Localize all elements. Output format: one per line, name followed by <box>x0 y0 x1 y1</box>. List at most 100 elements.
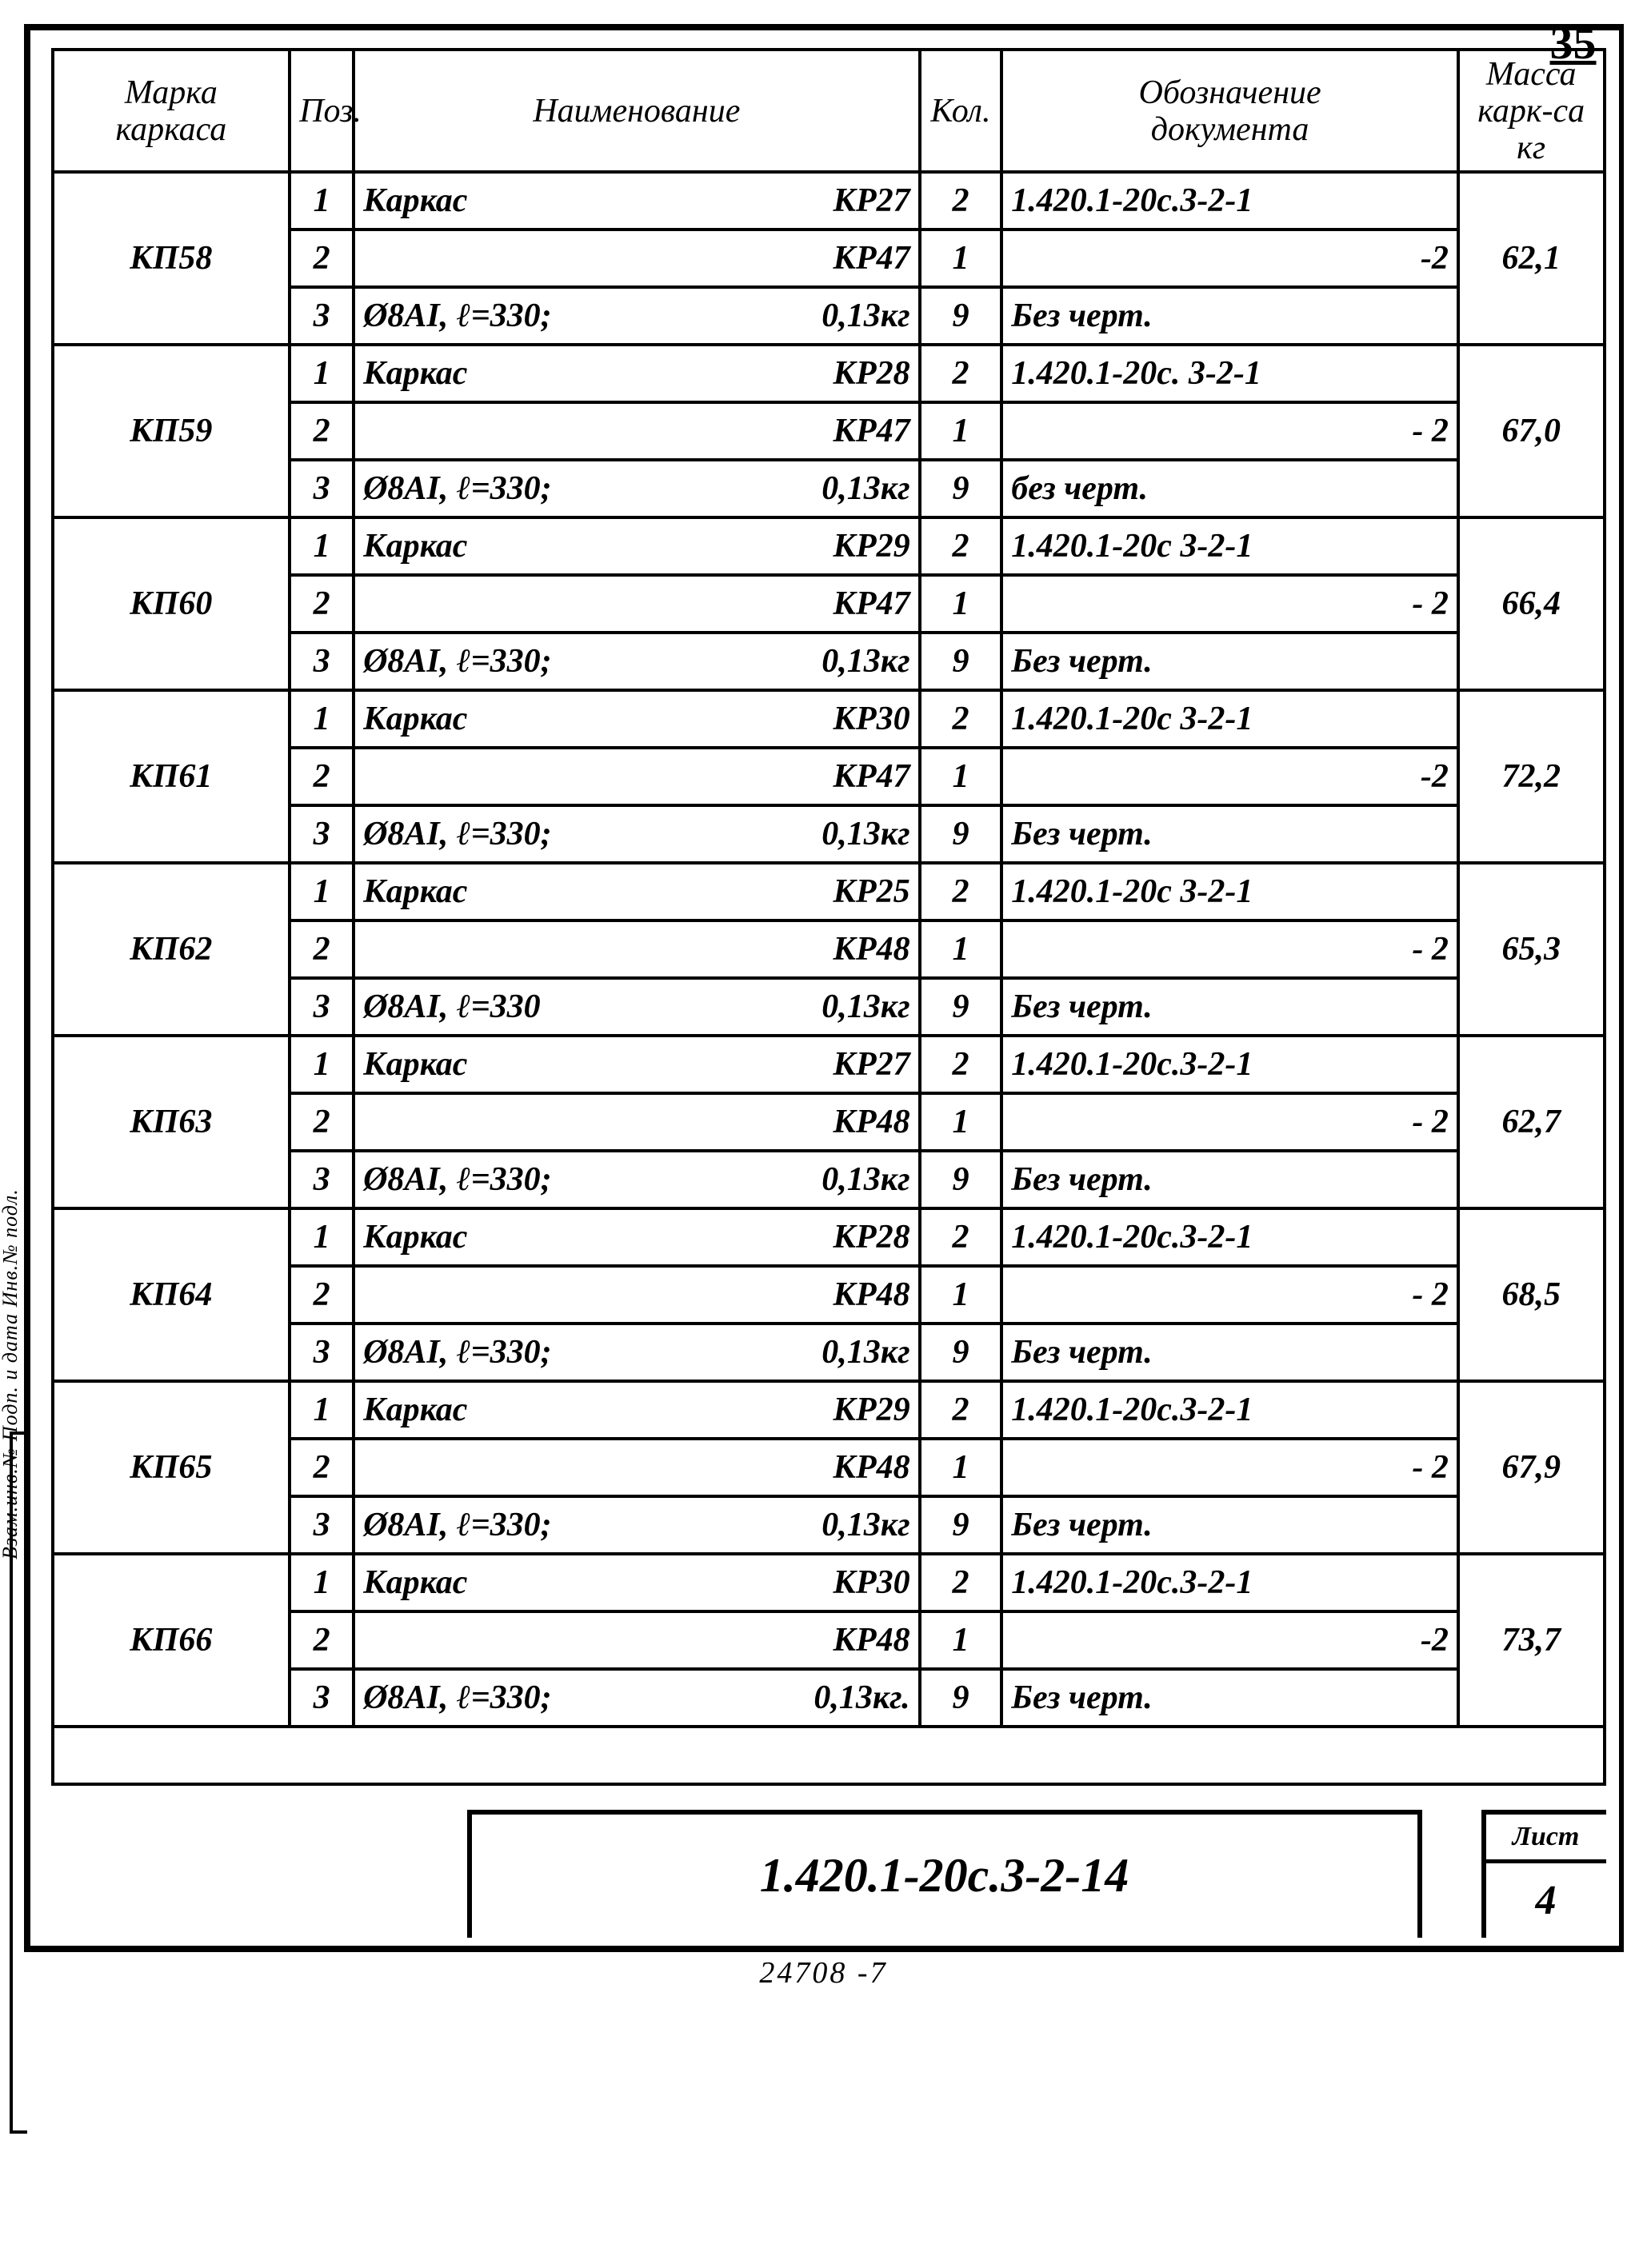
doc-cell: - 2 <box>1001 920 1458 978</box>
poz-cell: 1 <box>290 1208 354 1266</box>
qty-cell: 2 <box>920 345 1002 402</box>
qty-cell: 9 <box>920 1496 1002 1554</box>
doc-cell: Без черт. <box>1001 1324 1458 1381</box>
header-kol: Кол. <box>920 50 1002 172</box>
sheet-box: Лист 4 <box>1481 1810 1606 1938</box>
qty-cell: 9 <box>920 1151 1002 1208</box>
name-text: Ø8АI, ℓ=330; <box>363 816 552 852</box>
name-code: 0,13кг. <box>814 1679 909 1716</box>
marka-cell: КП61 <box>53 690 290 863</box>
doc-cell: 1.420.1-20с.3-2-1 <box>1001 172 1458 230</box>
doc-cell: 1.420.1-20с.3-2-1 <box>1001 1381 1458 1439</box>
poz-cell: 1 <box>290 172 354 230</box>
sheet-number: 4 <box>1486 1863 1606 1938</box>
header-poz: Поз. <box>290 50 354 172</box>
poz-cell: 3 <box>290 1496 354 1554</box>
name-cell: Ø8АI, ℓ=330; 0,13кг <box>354 805 920 863</box>
name-cell: КР47 <box>354 402 920 460</box>
name-text: Каркас <box>363 182 467 219</box>
name-cell: Ø8АI, ℓ=330;0,13кг <box>354 287 920 345</box>
name-text: Каркас <box>363 873 467 910</box>
table-row: КП651КаркасКР2921.420.1-20с.3-2-167,9 <box>53 1381 1605 1439</box>
name-text: Каркас <box>363 1564 467 1601</box>
title-block: 1.420.1-20с.3-2-14 Лист 4 <box>51 1786 1606 1938</box>
name-text: Ø8АI, ℓ=330; <box>363 1161 552 1198</box>
doc-cell: - 2 <box>1001 1439 1458 1496</box>
sheet-label: Лист <box>1486 1815 1606 1863</box>
qty-cell: 9 <box>920 287 1002 345</box>
qty-cell: 1 <box>920 1266 1002 1324</box>
table-row: КП591КаркасКР2821.420.1-20с. 3-2-167,0 <box>53 345 1605 402</box>
qty-cell: 1 <box>920 575 1002 633</box>
poz-cell: 3 <box>290 978 354 1036</box>
name-cell: Каркас КР27 <box>354 172 920 230</box>
spacer-row <box>53 1727 1605 1784</box>
name-cell: Ø8АI, ℓ=330;0,13кг. <box>354 1669 920 1727</box>
qty-cell: 2 <box>920 690 1002 748</box>
doc-cell: Без черт. <box>1001 805 1458 863</box>
header-name: Наименование <box>354 50 920 172</box>
table-row: КП581КаркасКР2721.420.1-20с.3-2-162,1 <box>53 172 1605 230</box>
poz-cell: 1 <box>290 690 354 748</box>
name-code: КР25 <box>833 873 909 910</box>
marka-cell: КП65 <box>53 1381 290 1554</box>
doc-cell: 1.420.1-20с 3-2-1 <box>1001 517 1458 575</box>
qty-cell: 2 <box>920 1036 1002 1093</box>
qty-cell: 1 <box>920 1611 1002 1669</box>
name-cell: КР48 <box>354 920 920 978</box>
name-code: 0,13кг <box>822 470 909 507</box>
name-text: Ø8АI, ℓ=330; <box>363 470 552 507</box>
name-code: КР47 <box>833 585 909 622</box>
poz-cell: 3 <box>290 1151 354 1208</box>
mass-cell: 67,0 <box>1458 345 1605 517</box>
poz-cell: 2 <box>290 1611 354 1669</box>
name-cell: КР48 <box>354 1439 920 1496</box>
name-code: 0,13кг <box>822 1507 909 1543</box>
qty-cell: 1 <box>920 920 1002 978</box>
marka-cell: КП59 <box>53 345 290 517</box>
name-code: КР29 <box>833 528 909 565</box>
poz-cell: 2 <box>290 575 354 633</box>
name-code: КР29 <box>833 1392 909 1428</box>
doc-cell: без черт. <box>1001 460 1458 517</box>
doc-cell: - 2 <box>1001 1266 1458 1324</box>
name-code: 0,13кг <box>822 816 909 852</box>
qty-cell: 1 <box>920 748 1002 805</box>
name-cell: КР47 <box>354 575 920 633</box>
poz-cell: 1 <box>290 863 354 920</box>
marka-cell: КП58 <box>53 172 290 345</box>
poz-cell: 1 <box>290 1554 354 1611</box>
poz-cell: 3 <box>290 633 354 690</box>
name-text: Каркас <box>363 701 467 737</box>
name-cell: Ø8АI, ℓ=3300,13кг <box>354 978 920 1036</box>
name-cell: КР47 <box>354 230 920 287</box>
name-code: КР47 <box>833 758 909 795</box>
qty-cell: 9 <box>920 978 1002 1036</box>
name-code: КР28 <box>833 1219 909 1256</box>
name-code: КР28 <box>833 355 909 392</box>
name-cell: КР48 <box>354 1611 920 1669</box>
doc-cell: - 2 <box>1001 402 1458 460</box>
doc-cell: -2 <box>1001 230 1458 287</box>
doc-cell: - 2 <box>1001 1093 1458 1151</box>
name-cell: Ø8АI, ℓ=330;0,13кг <box>354 1496 920 1554</box>
name-code: КР48 <box>833 1276 909 1313</box>
name-text: Каркас <box>363 355 467 392</box>
doc-cell: 1.420.1-20с.3-2-1 <box>1001 1036 1458 1093</box>
name-code: КР30 <box>833 701 909 737</box>
name-cell: Каркас КР25 <box>354 863 920 920</box>
qty-cell: 2 <box>920 1381 1002 1439</box>
name-code: КР27 <box>833 182 909 219</box>
name-cell: Ø8АI, ℓ=330;0,13кг <box>354 1151 920 1208</box>
name-text: Ø8АI, ℓ=330 <box>363 988 541 1025</box>
qty-cell: 1 <box>920 230 1002 287</box>
doc-cell: Без черт. <box>1001 287 1458 345</box>
table-row: КП621КаркасКР2521.420.1-20с 3-2-165,3 <box>53 863 1605 920</box>
qty-cell: 1 <box>920 1093 1002 1151</box>
table-row: КП601КаркасКР2921.420.1-20с 3-2-166,4 <box>53 517 1605 575</box>
doc-cell: -2 <box>1001 748 1458 805</box>
specification-table: Маркакаркаса Поз. Наименование Кол. Обоз… <box>51 48 1606 1786</box>
qty-cell: 9 <box>920 805 1002 863</box>
name-code: КР47 <box>833 240 909 277</box>
name-cell: КаркасКР28 <box>354 1208 920 1266</box>
